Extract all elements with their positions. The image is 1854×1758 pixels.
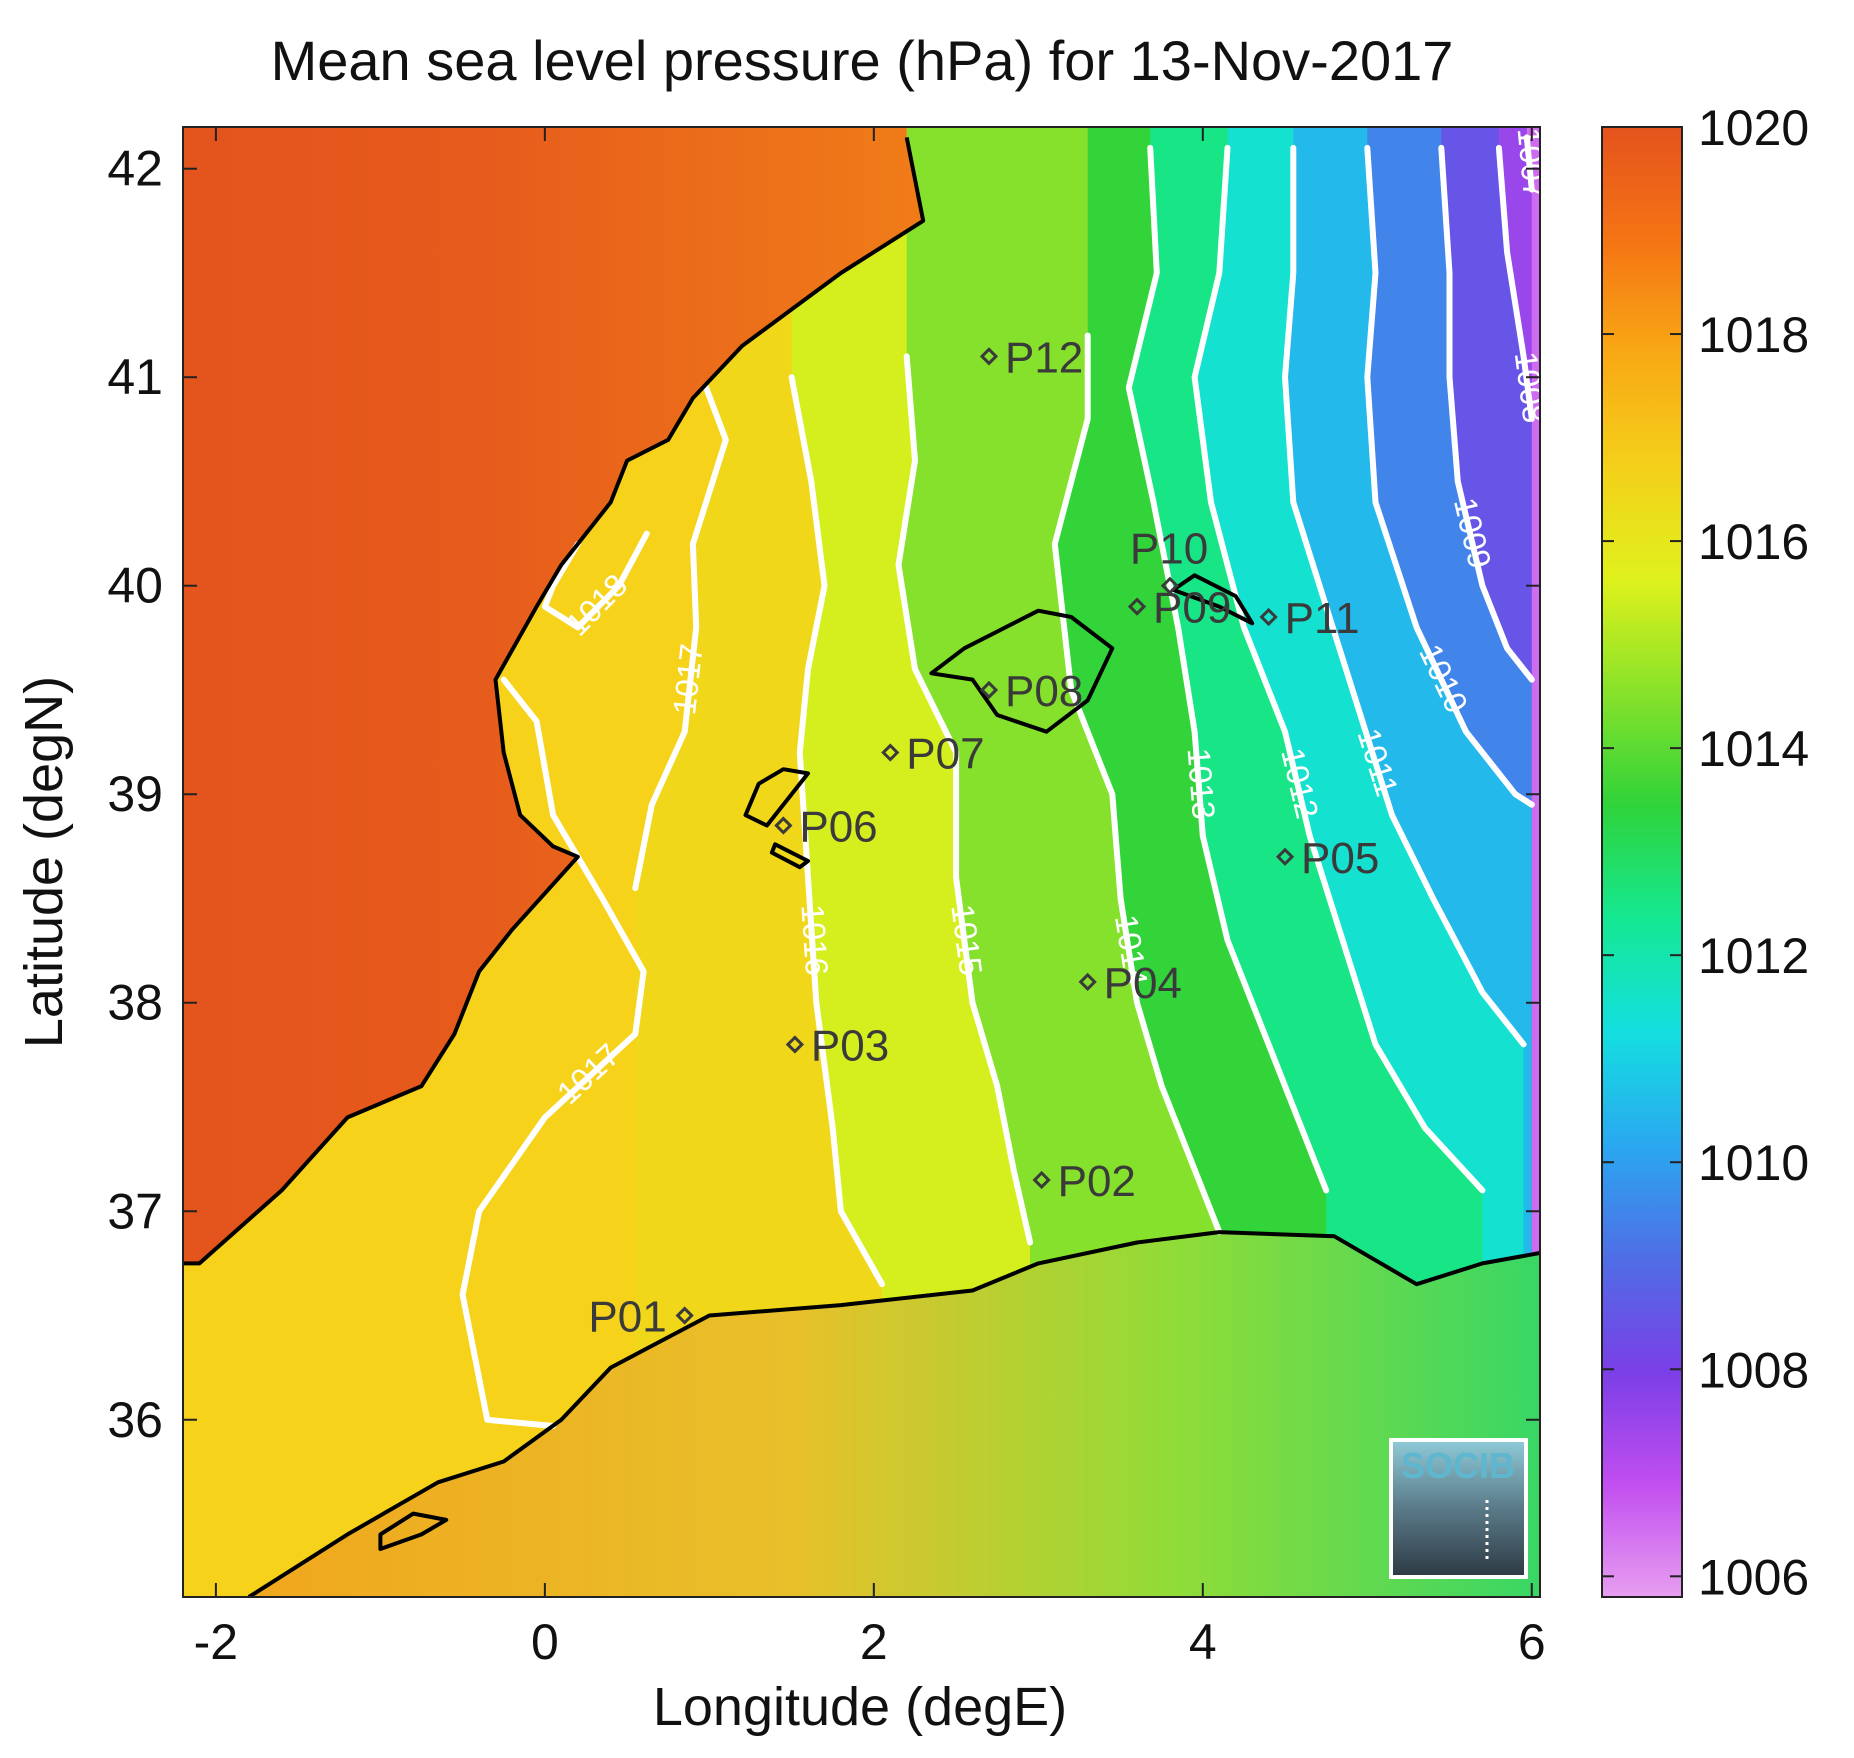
colorbar-tick-label: 1018 bbox=[1698, 307, 1809, 363]
station-label: P06 bbox=[799, 803, 877, 852]
isobar-1014 bbox=[1051, 332, 1223, 1236]
pressure-band bbox=[1441, 127, 1540, 1597]
x-tick-label: 4 bbox=[1189, 1614, 1217, 1670]
colorbar-tick-label: 1016 bbox=[1698, 514, 1809, 570]
isobar-label: 1016 bbox=[794, 903, 835, 976]
x-axis-label: Longitude (degE) bbox=[653, 1677, 1067, 1737]
pressure-band bbox=[1526, 127, 1540, 1597]
coastline-mallorca bbox=[929, 608, 1115, 734]
socib-logo-text: SOCIB bbox=[1401, 1445, 1515, 1486]
coastline-menorca bbox=[1171, 573, 1255, 626]
station-marker bbox=[1032, 1170, 1051, 1190]
station-marker bbox=[774, 816, 793, 835]
station-marker bbox=[1078, 972, 1097, 992]
colorbar-tick-label: 1006 bbox=[1698, 1549, 1809, 1605]
isobar-1007 bbox=[1523, 134, 1535, 193]
plot-frame bbox=[182, 126, 1541, 1598]
coastline-iberian-coast bbox=[183, 137, 926, 1266]
africa-land bbox=[248, 1232, 1540, 1597]
station-label: P10 bbox=[1130, 525, 1208, 574]
station-marker bbox=[979, 347, 999, 366]
colorbar-tick-label: 1012 bbox=[1698, 928, 1809, 984]
station-label: P04 bbox=[1104, 959, 1182, 1008]
station-label: P03 bbox=[811, 1021, 889, 1070]
x-tick-label: 6 bbox=[1518, 1614, 1546, 1670]
colorbar-ticks: 1006 1008 1010 1012 1014 1016 1018 1020 bbox=[1602, 100, 1809, 1605]
y-tick-label: 39 bbox=[107, 766, 163, 822]
isobar-1016 bbox=[788, 374, 886, 1288]
station-marker bbox=[881, 743, 900, 762]
isobar-label: 1013 bbox=[1181, 747, 1222, 821]
y-tick-label: 37 bbox=[107, 1183, 163, 1239]
y-tick-label: 36 bbox=[107, 1392, 163, 1448]
station-marker bbox=[1259, 607, 1278, 627]
station-marker bbox=[1275, 847, 1295, 866]
station-label: P02 bbox=[1058, 1157, 1136, 1206]
coastline-alboran bbox=[378, 1511, 449, 1551]
station-marker bbox=[979, 680, 999, 700]
y-axis-label: Latitude (degN) bbox=[14, 676, 74, 1048]
isobar-1010 bbox=[1364, 144, 1535, 808]
colorbar-fill bbox=[1601, 126, 1683, 1598]
colorbar-tick-label: 1014 bbox=[1698, 721, 1809, 777]
station-marker bbox=[785, 1035, 805, 1054]
y-tick-label: 38 bbox=[107, 975, 163, 1031]
isobar-1017 bbox=[459, 676, 647, 1429]
socib-logo: SOCIB bbox=[1389, 1438, 1528, 1579]
isobar-label: 1017 bbox=[666, 642, 710, 717]
station-marker bbox=[675, 1306, 694, 1325]
y-tick-label: 41 bbox=[107, 349, 163, 405]
coastline-ibiza bbox=[743, 767, 810, 828]
x-axis-ticks: -2 0 2 4 6 bbox=[194, 127, 1546, 1670]
iberia-land bbox=[183, 127, 924, 1264]
isobar-1009 bbox=[1438, 144, 1535, 683]
isobar-1017 bbox=[632, 384, 729, 892]
x-tick-label: 0 bbox=[531, 1614, 559, 1670]
coastline-african-coast bbox=[247, 1230, 1540, 1597]
station-marker bbox=[1160, 576, 1180, 595]
station-label: P01 bbox=[588, 1293, 666, 1342]
isobar-1013 bbox=[1125, 144, 1330, 1194]
y-tick-label: 40 bbox=[107, 558, 163, 614]
station-marker bbox=[1127, 597, 1147, 616]
isobar-1012 bbox=[1191, 144, 1486, 1194]
isobar-1018 bbox=[541, 530, 650, 631]
colorbar-tick-label: 1008 bbox=[1698, 1342, 1809, 1398]
station-label: P12 bbox=[1005, 333, 1083, 382]
x-tick-label: 2 bbox=[860, 1614, 888, 1670]
coastline-formentera bbox=[769, 842, 810, 870]
station-label: P07 bbox=[906, 730, 984, 779]
colorbar-tick-label: 1020 bbox=[1698, 100, 1809, 156]
x-tick-label: -2 bbox=[194, 1614, 238, 1670]
station-label: P05 bbox=[1301, 834, 1379, 883]
sea-pressure-bands bbox=[635, 127, 1540, 1597]
isobar-1015 bbox=[895, 353, 1034, 1246]
chart-title: Mean sea level pressure (hPa) for 13-Nov… bbox=[271, 29, 1454, 92]
station-label: P11 bbox=[1285, 594, 1360, 643]
y-tick-label: 42 bbox=[107, 141, 163, 197]
isobar-1008 bbox=[1495, 144, 1535, 422]
y-axis-ticks: 36 37 38 39 40 41 42 bbox=[107, 141, 1540, 1448]
coastlines bbox=[183, 137, 1540, 1597]
station-label: P08 bbox=[1005, 667, 1083, 716]
colorbar: 1006 1008 1010 1012 1014 1016 1018 1020 bbox=[1601, 100, 1809, 1605]
station-label: P09 bbox=[1153, 584, 1231, 633]
stations: P01 P02 P03 P04 P05 P06 P07 P08 P09 P10 P11 P12 bbox=[588, 333, 1379, 1341]
isobar-1011 bbox=[1282, 144, 1527, 1048]
colorbar-tick-label: 1010 bbox=[1698, 1135, 1809, 1191]
